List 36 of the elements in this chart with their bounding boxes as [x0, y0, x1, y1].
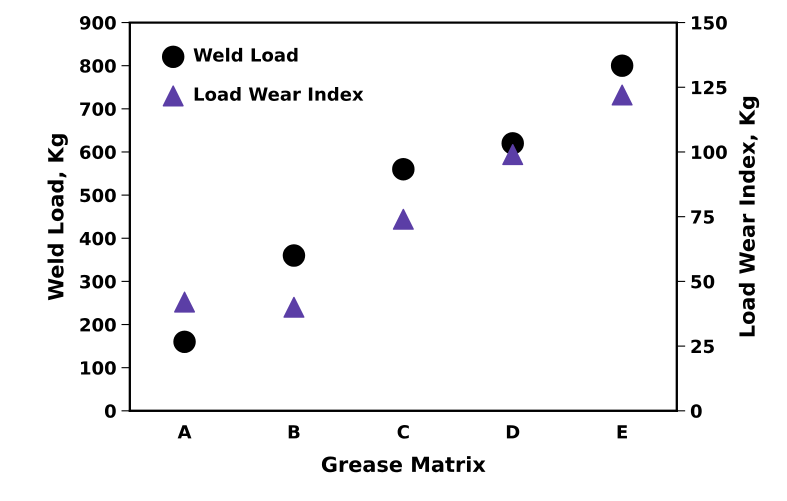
y2-tick-label: 25	[691, 340, 714, 354]
point	[282, 244, 306, 267]
y-tick-label: 700	[80, 102, 116, 116]
y2-tick-label: 0	[690, 404, 702, 418]
x-tick-label: C	[398, 425, 409, 439]
y-tick-label: 400	[80, 232, 116, 246]
y-axis-title: Weld Load, Kg	[48, 134, 68, 300]
y-tick-label: 600	[80, 145, 116, 160]
x-tick-label: E	[618, 425, 627, 438]
y-tick-label: 500	[80, 188, 116, 202]
point	[392, 208, 414, 230]
point	[612, 84, 633, 106]
y-tick-label: 0	[104, 404, 116, 418]
x-tick-label: D	[506, 425, 520, 438]
x-tick-label: B	[288, 425, 300, 438]
legend-label: Load Wear Index	[194, 86, 364, 101]
y-tick-label: 900	[80, 16, 116, 30]
point	[173, 330, 196, 354]
legend-label: Weld Load	[194, 48, 298, 62]
point	[174, 292, 196, 313]
y-tick-label: 800	[80, 59, 116, 73]
y2-tick-label: 75	[691, 210, 714, 224]
point	[392, 158, 415, 180]
x-tick-label: A	[178, 425, 192, 438]
y-tick-label: 300	[80, 274, 116, 289]
point	[283, 296, 304, 318]
y2-tick-label: 100	[692, 145, 727, 160]
point	[502, 144, 524, 166]
y2-axis-title: Load Wear Index, Kg	[738, 96, 760, 336]
y-tick-label: 100	[81, 361, 116, 375]
point	[610, 54, 634, 77]
y2-tick-label: 150	[692, 16, 727, 30]
x-axis-title: Grease Matrix	[322, 456, 486, 472]
y2-tick-label: 125	[692, 80, 726, 94]
y-tick-label: 200	[80, 318, 116, 332]
y2-tick-label: 50	[691, 274, 714, 289]
